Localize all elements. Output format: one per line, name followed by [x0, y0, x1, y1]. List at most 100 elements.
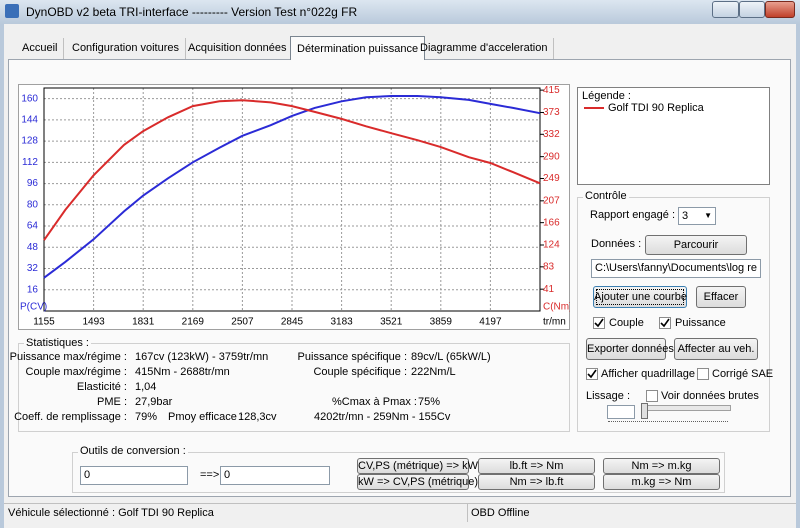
conversion-output[interactable]: 0: [220, 466, 330, 485]
conversion-button[interactable]: kW => CV,PS (métrique): [357, 474, 479, 490]
tab[interactable]: Configuration voitures: [66, 38, 187, 59]
maximize-button[interactable]: [739, 1, 765, 18]
y-tick-label: 144: [21, 114, 38, 125]
checkbox-label: Afficher quadrillage: [601, 368, 695, 380]
legend-swatch: [584, 107, 604, 109]
y-tick-label: 16: [27, 284, 39, 295]
y2-tick-label: 41: [543, 284, 555, 295]
checkbox-label: Voir données brutes: [661, 390, 759, 402]
y2-tick-label: 166: [543, 217, 560, 228]
browse-button[interactable]: Parcourir: [645, 235, 747, 255]
conversion-button[interactable]: lb.ft => Nm: [478, 458, 595, 474]
check-mark: [660, 318, 670, 328]
close-button[interactable]: [765, 1, 795, 18]
minimize-button[interactable]: [712, 1, 739, 18]
stat-value: 27,9bar: [135, 396, 173, 408]
y2-tick-label: 415: [543, 85, 560, 96]
conversion-button[interactable]: m.kg => Nm: [603, 474, 720, 490]
window-title: DynOBD v2 beta TRI-interface --------- V…: [26, 5, 358, 19]
add-curve-button[interactable]: Ajouter une courbe: [593, 286, 687, 308]
couple-checkbox[interactable]: [593, 317, 605, 329]
puissance-checkbox[interactable]: [659, 317, 671, 329]
tab[interactable]: Diagramme d'acceleration: [414, 38, 555, 59]
x-tick-label: 3521: [380, 317, 403, 328]
y2-tick-label: 249: [543, 173, 560, 184]
tab[interactable]: Acquisition données: [182, 38, 294, 59]
sae-checkbox[interactable]: [697, 368, 709, 380]
stat-label: PME :: [97, 396, 127, 408]
smoothing-input[interactable]: [607, 405, 635, 419]
stat-value: 79%: [135, 411, 158, 423]
status-bar: [4, 503, 796, 524]
x-tick-label: 1155: [33, 317, 55, 328]
stat-label: Pmoy efficace :: [168, 411, 243, 423]
checkbox-label: Puissance: [675, 317, 726, 329]
y-axis-label: P(CV): [20, 302, 47, 313]
y-tick-label: 32: [27, 263, 39, 274]
y2-tick-label: 290: [543, 151, 560, 162]
dropdown-arrow: ▼: [704, 211, 712, 220]
y-tick-label: 160: [21, 93, 38, 104]
path-input[interactable]: C:\Users\fanny\Documents\log re: [591, 259, 761, 278]
title-bar: DynOBD v2 beta TRI-interface --------- V…: [0, 0, 800, 25]
series-line: [43, 95, 541, 279]
series-line: [43, 99, 541, 241]
y2-tick-label: 124: [543, 240, 560, 251]
gear-select[interactable]: 3 ▼: [678, 207, 716, 225]
y2-axis-label: C(Nm): [543, 302, 570, 313]
smoothing-thumb[interactable]: [641, 403, 648, 419]
conversion-group: [72, 452, 725, 493]
stat-value: 415Nm - 2688tr/mn: [135, 366, 230, 378]
stat-value: 128,3cv: [238, 411, 277, 423]
statistics-group: [18, 343, 570, 432]
plot-frame: [43, 87, 541, 312]
stat-label: Couple spécifique :: [313, 366, 407, 378]
slider-ticks: [608, 421, 728, 422]
chart-box: [18, 84, 570, 330]
tab[interactable]: Accueil: [16, 38, 65, 59]
conversion-button[interactable]: Nm => m.kg: [603, 458, 720, 474]
y-tick-label: 48: [27, 242, 39, 253]
stat-value: 167cv (123kW) - 3759tr/mn: [135, 351, 269, 363]
checkbox-label: Couple: [609, 317, 644, 329]
x-tick-label: 2845: [281, 317, 304, 328]
grid-checkbox[interactable]: [586, 368, 598, 380]
y2-tick-label: 373: [543, 107, 560, 118]
data-label: Données :: [591, 238, 642, 250]
assign-button[interactable]: Affecter au veh.: [674, 338, 758, 360]
x-tick-label: 2507: [231, 317, 254, 328]
conversion-button[interactable]: CV,PS (métrique) => kW: [357, 458, 479, 474]
checkbox-label: Corrigé SAE: [712, 368, 774, 380]
legend-entry: Golf TDI 90 Replica: [608, 102, 704, 114]
conversion-button[interactable]: Nm => lb.ft: [478, 474, 595, 490]
tab[interactable]: Détermination puissance: [290, 36, 426, 60]
check-mark: [594, 318, 604, 328]
y2-tick-label: 332: [543, 129, 560, 140]
stat-value: 75%: [418, 396, 441, 408]
status-vehicle: Véhicule sélectionné : Golf TDI 90 Repli…: [8, 507, 214, 519]
x-tick-label: 1831: [132, 317, 155, 328]
group-title: Statistiques :: [24, 337, 91, 349]
gear-label: Rapport engagé :: [590, 209, 676, 221]
clear-button[interactable]: Effacer: [696, 286, 746, 308]
stat-value: 4202tr/mn - 259Nm - 155Cv: [314, 411, 451, 423]
raw-checkbox[interactable]: [646, 390, 658, 402]
status-obd: OBD Offline: [471, 507, 530, 519]
y-tick-label: 64: [27, 221, 39, 232]
chart: 1155 1493 1831 2169 2507 2845 3183 3521 3859 4197…: [20, 85, 570, 328]
export-button[interactable]: Exporter données: [586, 338, 674, 360]
conversion-input[interactable]: 0: [80, 466, 188, 485]
y-tick-label: 96: [27, 178, 39, 189]
stat-value: 222Nm/L: [411, 366, 456, 378]
x-axis-label: tr/mn: [543, 317, 566, 328]
stat-label: Elasticité :: [76, 381, 127, 393]
stat-value: 1,04: [135, 381, 157, 393]
x-tick-label: 1493: [82, 317, 105, 328]
y-tick-label: 112: [22, 157, 38, 168]
y2-tick-label: 83: [543, 261, 555, 272]
arrow-label: ==>: [200, 469, 220, 481]
legend-title: Légende :: [582, 90, 631, 102]
group-title: Contrôle: [583, 190, 629, 202]
x-tick-label: 3859: [430, 317, 453, 328]
